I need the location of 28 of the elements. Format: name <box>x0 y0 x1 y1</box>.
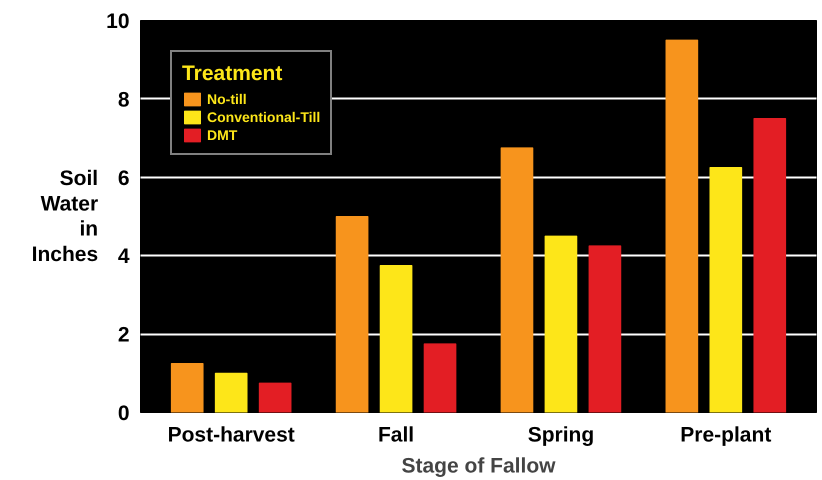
bar <box>588 245 622 412</box>
bar <box>666 40 698 412</box>
bar <box>424 343 456 412</box>
bar <box>214 372 248 412</box>
y-tick-label: 10 <box>106 10 130 33</box>
bar <box>170 363 204 412</box>
x-tick-label: Spring <box>528 424 594 446</box>
x-tick-label: Post-harvest <box>168 424 295 446</box>
y-tick-label: 0 <box>118 402 130 425</box>
legend-title: Treatment <box>182 62 284 86</box>
bar <box>336 216 368 412</box>
bar <box>709 167 742 412</box>
x-tick-label: Pre-plant <box>680 424 772 446</box>
x-axis-title: Stage of Fallow <box>401 454 556 478</box>
legend-label: No-till <box>207 91 247 107</box>
bar <box>380 265 412 412</box>
bar <box>258 382 292 412</box>
legend-label: DMT <box>207 127 238 143</box>
bar <box>753 118 786 412</box>
y-tick-label: 8 <box>118 88 130 112</box>
y-axis-title: Soil Water in Inches <box>32 167 98 266</box>
x-tick-label: Fall <box>378 424 414 446</box>
y-tick-label: 4 <box>118 245 130 268</box>
bar <box>500 147 534 412</box>
bar <box>544 236 578 412</box>
y-tick-label: 6 <box>118 166 130 190</box>
y-tick-label: 2 <box>118 324 130 347</box>
legend-label: Conventional-Till <box>207 109 320 125</box>
